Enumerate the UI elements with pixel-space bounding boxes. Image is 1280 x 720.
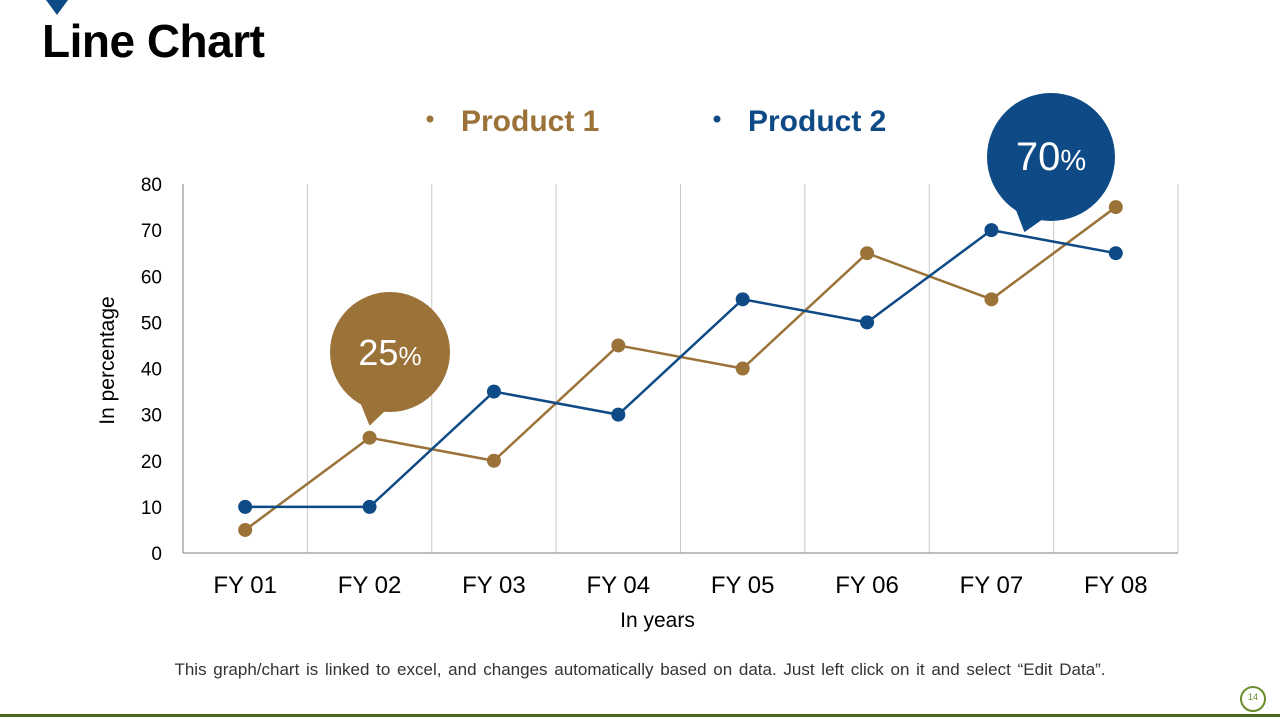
callout-number: 25 bbox=[358, 332, 398, 373]
x-tick-label: FY 03 bbox=[462, 572, 526, 599]
y-tick-label: 40 bbox=[141, 360, 162, 381]
page-title: Line Chart bbox=[42, 15, 265, 67]
callout-circle bbox=[987, 93, 1115, 221]
top-accent-triangle bbox=[46, 0, 68, 15]
callout-bubble-2: 70% bbox=[987, 93, 1115, 233]
y-tick-label: 20 bbox=[141, 452, 162, 473]
y-tick-label: 70 bbox=[141, 221, 162, 242]
callout-number: 70 bbox=[1016, 135, 1061, 179]
x-tick-label: FY 02 bbox=[338, 572, 402, 599]
data-point-series-2 bbox=[1108, 246, 1123, 261]
legend-bullet-1 bbox=[426, 115, 434, 123]
line-chart: 0 10 20 30 40 50 60 70 80 FY 01 FY 02 FY 03 FY 04 FY … bbox=[96, 93, 1179, 632]
page-number: 14 bbox=[1247, 692, 1258, 702]
data-point-series-1 bbox=[1108, 200, 1123, 215]
data-point-series-1 bbox=[611, 338, 626, 353]
y-tick-label: 50 bbox=[141, 313, 162, 334]
legend-label-1: Product 1 bbox=[461, 105, 599, 138]
page-number-badge: 14 bbox=[1240, 686, 1266, 712]
y-tick-label: 0 bbox=[151, 544, 162, 565]
callout-value: 70% bbox=[1016, 135, 1086, 179]
x-tick-label: FY 04 bbox=[587, 572, 651, 599]
x-tick-label: FY 06 bbox=[835, 572, 899, 599]
x-tick-label: FY 08 bbox=[1084, 572, 1148, 599]
legend-bullet-2 bbox=[713, 115, 721, 123]
callout-unit: % bbox=[1060, 145, 1086, 177]
series-line-2 bbox=[245, 228, 1117, 509]
x-axis-title: In years bbox=[620, 609, 695, 632]
data-point-series-2 bbox=[984, 223, 999, 238]
legend-label-2: Product 2 bbox=[748, 105, 886, 138]
x-tick-label: FY 01 bbox=[213, 572, 277, 599]
callout-unit: % bbox=[398, 341, 421, 371]
callout-value: 25% bbox=[358, 332, 421, 373]
callout-bubble-1: 25% bbox=[330, 292, 450, 426]
y-tick-label: 80 bbox=[141, 175, 162, 196]
x-tick-label: FY 05 bbox=[711, 572, 775, 599]
y-tick-label: 30 bbox=[141, 406, 162, 427]
data-point-series-2 bbox=[860, 315, 875, 330]
data-point-series-1 bbox=[984, 292, 999, 307]
y-tick-label: 10 bbox=[141, 498, 162, 519]
bottom-rule bbox=[0, 714, 1280, 717]
data-point-series-1 bbox=[860, 246, 875, 261]
footnote: This graph/chart is linked to excel, and… bbox=[174, 660, 1106, 679]
data-point-series-2 bbox=[486, 384, 501, 399]
data-point-series-1 bbox=[362, 430, 377, 445]
data-point-series-2 bbox=[611, 407, 626, 422]
data-point-series-2 bbox=[735, 292, 750, 307]
data-point-series-1 bbox=[486, 453, 501, 468]
data-point-series-1 bbox=[735, 361, 750, 376]
x-tick-label: FY 07 bbox=[960, 572, 1024, 599]
data-point-series-1 bbox=[238, 522, 253, 537]
callout-circle bbox=[330, 292, 450, 412]
y-tick-label: 60 bbox=[141, 267, 162, 288]
data-point-series-2 bbox=[362, 499, 377, 514]
y-axis-title: In percentage bbox=[96, 296, 119, 424]
data-point-series-2 bbox=[238, 499, 253, 514]
